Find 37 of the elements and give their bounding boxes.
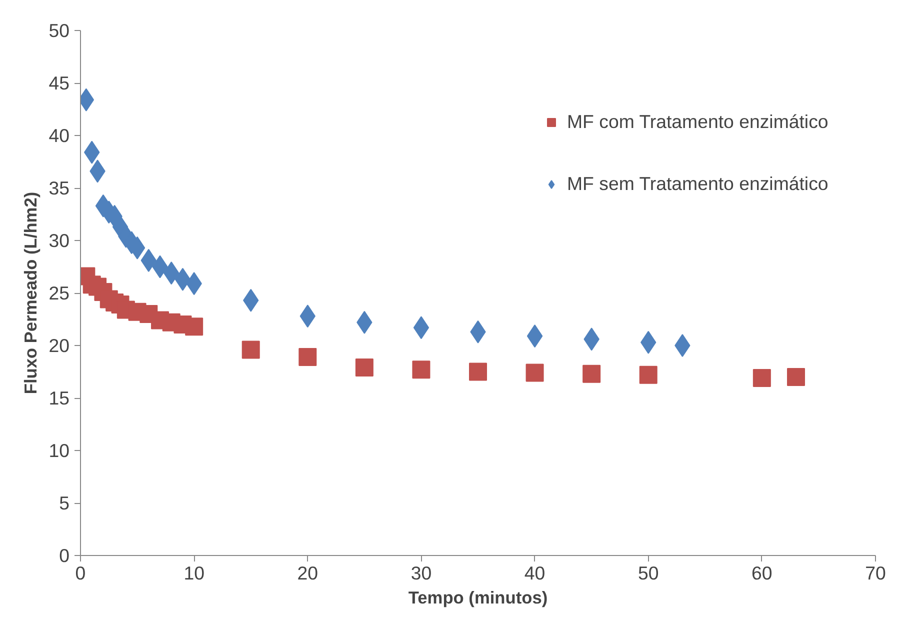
point — [752, 369, 771, 388]
x-tick-label: 30 — [410, 562, 432, 584]
y-tick-label: 10 — [48, 440, 70, 461]
x-axis-title: Tempo (minutos) — [408, 588, 548, 608]
point — [174, 268, 191, 291]
y-tick-label: 35 — [48, 178, 70, 198]
point — [242, 340, 260, 359]
x-tick-label: 50 — [638, 562, 659, 584]
point — [787, 368, 805, 386]
point — [412, 360, 430, 379]
x-tick-label: 60 — [752, 562, 772, 584]
y-tick-label: 0 — [59, 545, 70, 566]
y-tick-label: 45 — [48, 72, 70, 94]
y-tick-label: 40 — [48, 125, 70, 146]
y-tick-label: 50 — [48, 20, 70, 41]
point — [526, 364, 544, 382]
x-tick-label: 20 — [297, 562, 318, 584]
y-tick-label: 25 — [48, 282, 70, 304]
x-tick-label: 40 — [524, 562, 546, 584]
y-tick-label: 30 — [48, 230, 70, 251]
y-tick-label: 20 — [48, 335, 70, 356]
y-tick-label: 5 — [59, 492, 70, 514]
point — [185, 318, 204, 336]
x-tick-label: 10 — [184, 562, 204, 584]
legend-label: MF sem Tratamento enzimático — [567, 173, 828, 195]
point — [639, 366, 658, 384]
point — [355, 358, 374, 377]
point — [413, 316, 430, 340]
point — [469, 362, 487, 381]
x-tick-label: 70 — [865, 562, 886, 584]
point — [526, 324, 543, 348]
x-tick-label: 0 — [75, 562, 86, 584]
legend-label: MF com Tratamento enzimático — [567, 111, 828, 133]
point — [298, 348, 317, 366]
y-axis-title: Fluxo Permeado (L/hm2) — [20, 192, 41, 394]
y-tick-label: 15 — [48, 388, 70, 408]
point — [582, 364, 601, 383]
